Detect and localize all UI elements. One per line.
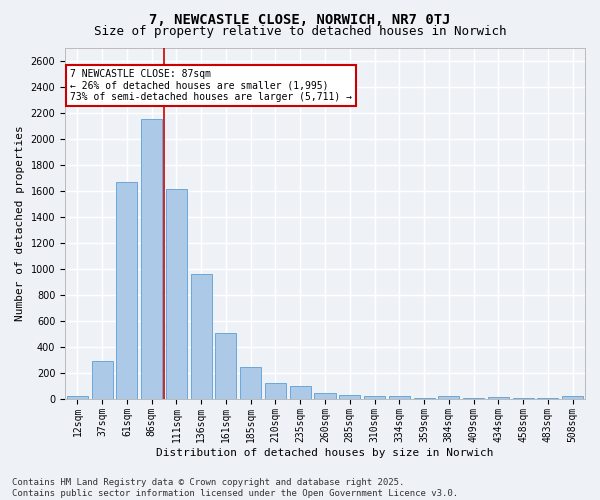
Text: Size of property relative to detached houses in Norwich: Size of property relative to detached ho… (94, 25, 506, 38)
Bar (166, 190, 187, 399)
Text: 7, NEWCASTLE CLOSE, NORWICH, NR7 0TJ: 7, NEWCASTLE CLOSE, NORWICH, NR7 0TJ (149, 12, 451, 26)
Text: Contains HM Land Registry data © Crown copyright and database right 2025.
Contai: Contains HM Land Registry data © Crown c… (12, 478, 458, 498)
Bar (364, 396, 385, 399)
Bar (116, 182, 137, 399)
Bar (290, 386, 311, 399)
Bar (67, 396, 88, 399)
Bar (215, 334, 236, 399)
X-axis label: Distribution of detached houses by size in Norwich: Distribution of detached houses by size … (156, 448, 494, 458)
Bar (413, 398, 434, 399)
Bar (339, 395, 360, 399)
Text: 7 NEWCASTLE CLOSE: 87sqm
← 26% of detached houses are smaller (1,995)
73% of sem: 7 NEWCASTLE CLOSE: 87sqm ← 26% of detach… (70, 68, 352, 102)
Bar (463, 398, 484, 399)
Bar (512, 398, 533, 399)
Bar (92, 360, 113, 399)
Bar (488, 397, 509, 399)
Y-axis label: Number of detached properties: Number of detached properties (15, 126, 25, 321)
Bar (314, 392, 335, 399)
Bar (265, 383, 286, 399)
Bar (141, 119, 162, 399)
Bar (438, 396, 460, 399)
Bar (191, 274, 212, 399)
Bar (562, 396, 583, 399)
Bar (538, 398, 559, 399)
Bar (389, 396, 410, 399)
Bar (240, 367, 261, 399)
